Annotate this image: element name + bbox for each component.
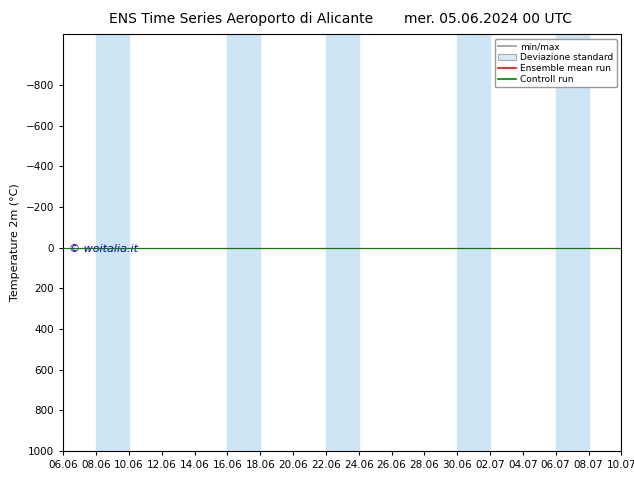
Text: ENS Time Series Aeroporto di Alicante: ENS Time Series Aeroporto di Alicante <box>109 12 373 26</box>
Y-axis label: Temperature 2m (°C): Temperature 2m (°C) <box>10 184 20 301</box>
Legend: min/max, Deviazione standard, Ensemble mean run, Controll run: min/max, Deviazione standard, Ensemble m… <box>495 39 617 87</box>
Bar <box>457 34 490 451</box>
Bar <box>96 34 129 451</box>
Bar <box>555 34 588 451</box>
Text: © woitalia.it: © woitalia.it <box>69 244 138 254</box>
Text: mer. 05.06.2024 00 UTC: mer. 05.06.2024 00 UTC <box>404 12 572 26</box>
Bar <box>228 34 261 451</box>
Bar <box>326 34 359 451</box>
